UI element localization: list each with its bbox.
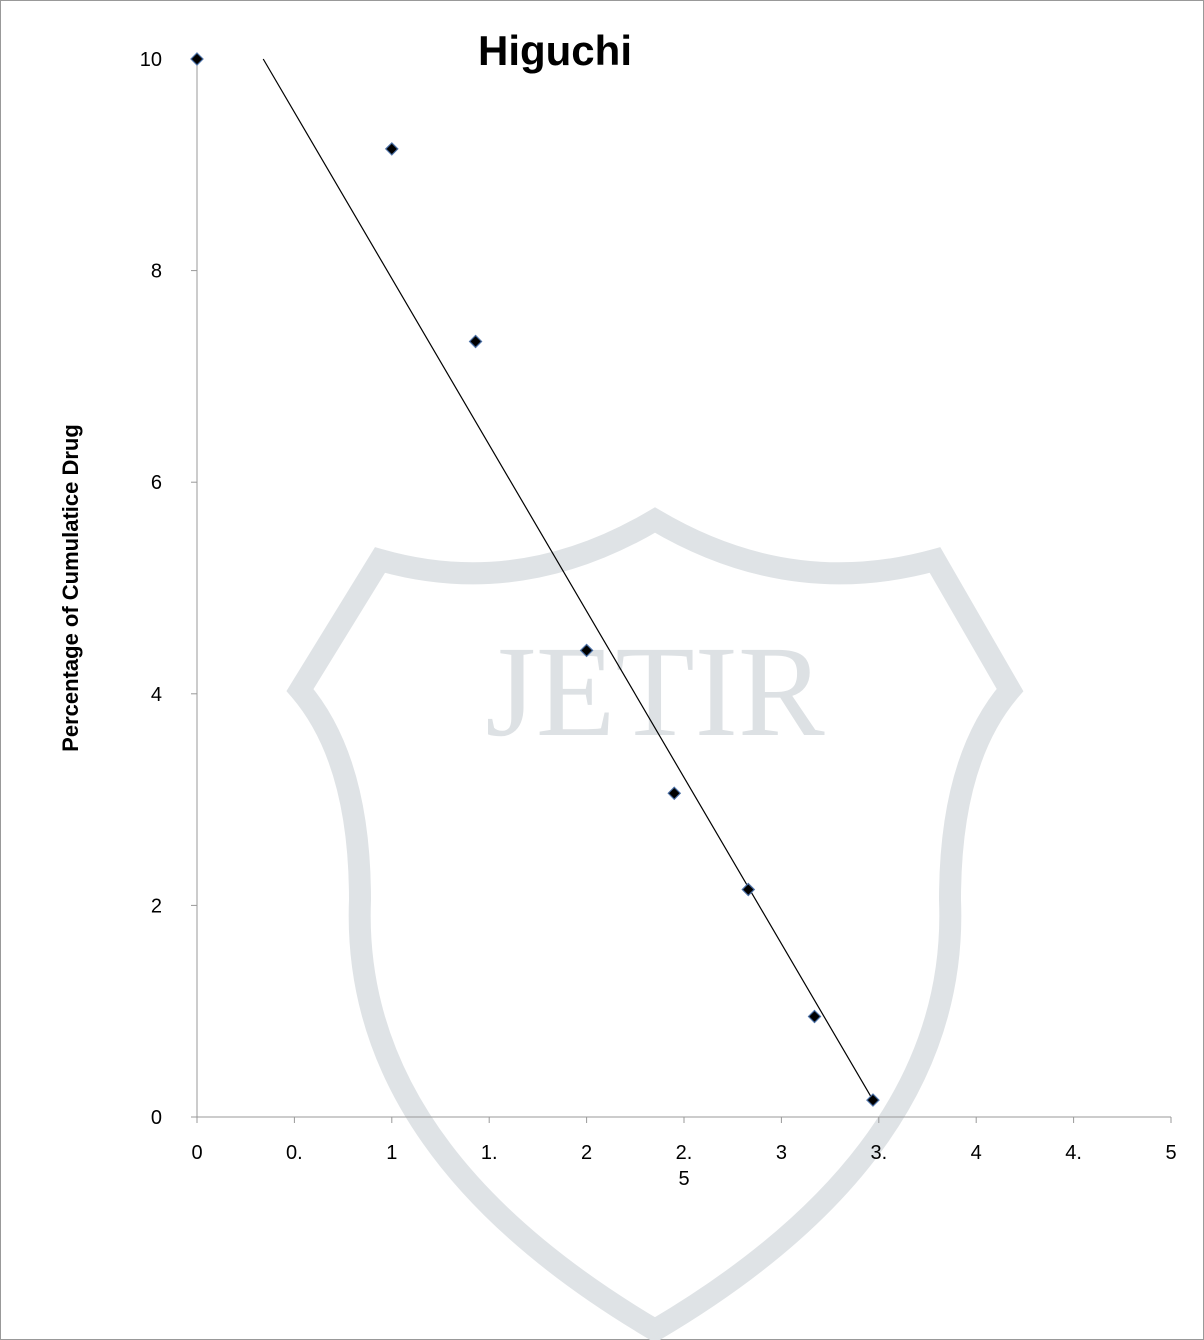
watermark-shield — [286, 507, 1024, 1340]
x-tick-label: 5 — [1165, 1142, 1176, 1164]
y-tick-label: 10 — [140, 49, 162, 71]
x-tick-label: 4 — [971, 1142, 982, 1164]
watermark-text: JETIR — [485, 620, 825, 764]
point — [384, 142, 399, 156]
point — [579, 643, 594, 658]
x-tick-label: 2. 5 — [676, 1142, 693, 1190]
x-tick-label: 3 — [776, 1142, 787, 1164]
x-tick-label: 1 — [386, 1142, 397, 1164]
x-tick-label: 0 — [191, 1142, 202, 1164]
point — [741, 882, 756, 897]
point — [468, 334, 483, 349]
y-axis-title: Percentage of Cumulatice Drug — [58, 424, 83, 752]
chart-title: Higuchi — [478, 27, 632, 74]
point — [807, 1009, 822, 1024]
y-tick-label: 6 — [151, 472, 162, 494]
x-tick-label: 0. — [286, 1142, 303, 1164]
point — [667, 786, 682, 801]
y-tick-label: 0 — [151, 1107, 162, 1129]
trend-line — [262, 58, 874, 1101]
y-tick-label: 4 — [151, 684, 162, 706]
x-tick-label: 3. — [870, 1142, 887, 1164]
y-tick-label: 2 — [151, 895, 162, 917]
point — [866, 1093, 880, 1107]
x-tick-label: 4. — [1065, 1142, 1082, 1164]
y-tick-label: 8 — [151, 261, 162, 283]
point — [190, 52, 204, 66]
x-tick-label: 2 — [581, 1142, 592, 1164]
x-tick-label: 1. — [481, 1142, 498, 1164]
